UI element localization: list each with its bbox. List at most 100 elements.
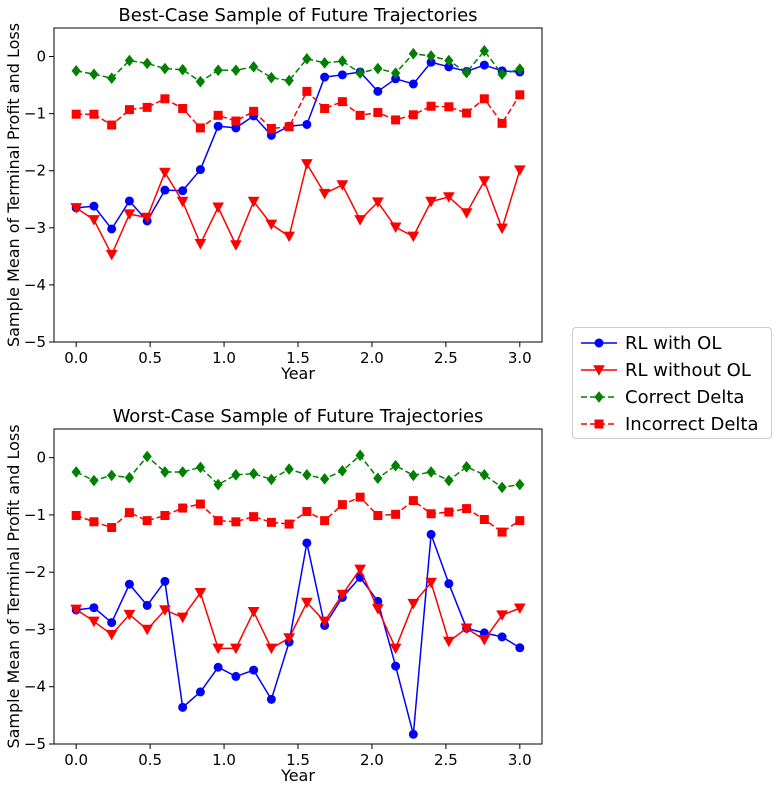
data-point-correct-delta [515,478,525,491]
legend-swatch-correct-delta [581,391,617,403]
data-point-correct-delta [195,461,206,474]
legend-swatch-rl-with-ol [581,338,617,348]
data-point-rl-with-ol [231,671,241,681]
y-axis-label: Sample Mean of Terminal Profit and Loss [4,23,23,347]
y-axis-label: Sample Mean of Terminal Profit and Loss [4,424,23,748]
data-point-correct-delta [89,68,99,81]
data-point-correct-delta [302,469,312,481]
x-tick-label: 2.0 [360,349,384,367]
data-point-incorrect-delta [391,115,401,125]
x-tick-label: 1.0 [212,349,236,367]
data-point-rl-without-ol [336,589,349,601]
data-point-correct-delta [284,463,294,475]
data-point-rl-with-ol [337,70,347,80]
series-incorrect-delta [71,492,525,537]
data-point-incorrect-delta [266,517,276,527]
data-point-rl-without-ol [318,616,331,628]
data-point-rl-with-ol [213,121,223,131]
data-point-rl-without-ol [460,208,473,219]
data-point-incorrect-delta [408,496,418,506]
data-point-correct-delta [142,57,152,70]
data-point-rl-with-ol [320,72,330,82]
series-rl-with-ol [71,57,525,234]
plot-frame [53,27,543,343]
data-point-rl-without-ol [141,624,154,636]
data-point-correct-delta [461,66,472,79]
data-point-correct-delta [89,474,99,487]
data-point-correct-delta [337,465,348,477]
data-point-correct-delta [213,64,223,77]
series-rl-without-ol [70,159,526,261]
y-tick-label: −1 [24,105,46,123]
data-point-incorrect-delta [426,509,436,519]
data-point-correct-delta [444,474,454,487]
data-point-rl-with-ol [266,694,276,704]
data-point-correct-delta [178,63,188,76]
data-point-incorrect-delta [462,504,472,514]
data-point-rl-without-ol [265,643,278,655]
data-point-rl-without-ol [460,623,473,635]
data-point-correct-delta [248,467,259,480]
data-point-correct-delta [373,62,383,75]
data-point-correct-delta [479,45,489,57]
data-point-rl-without-ol [70,203,83,214]
data-point-rl-with-ol [124,196,134,206]
data-point-rl-with-ol [195,165,205,175]
y-tick-label: −4 [24,276,46,294]
legend-entry-correct-delta: Correct Delta [581,384,744,410]
data-point-incorrect-delta [444,507,454,517]
data-point-incorrect-delta [249,106,259,116]
y-tick-label: −5 [24,735,46,753]
x-tick-label: 1.0 [212,751,236,769]
data-point-incorrect-delta [302,86,312,96]
data-point-correct-delta [497,481,507,494]
data-point-rl-without-ol [513,603,526,615]
data-point-rl-without-ol [354,564,366,576]
y-tick-label: −3 [24,620,46,638]
data-point-correct-delta [444,54,454,67]
data-point-rl-with-ol [178,702,188,712]
x-tick-label: 0.5 [138,349,162,367]
x-axis-label: Year [280,364,315,383]
data-point-incorrect-delta [302,506,312,516]
data-point-correct-delta [319,473,330,485]
data-point-incorrect-delta [284,122,294,132]
data-point-rl-with-ol [249,665,259,675]
data-point-rl-without-ol [230,643,242,655]
data-point-rl-without-ol [372,197,384,208]
x-tick-label: 0.0 [64,751,88,769]
legend-marker [594,391,604,403]
data-point-incorrect-delta [337,97,347,107]
data-point-incorrect-delta [479,514,489,524]
x-axis-label: Year [280,766,315,785]
series-line-rl-with-ol [76,61,520,231]
data-point-rl-without-ol [372,604,384,615]
chart-title: Best-Case Sample of Future Trajectories [118,5,477,26]
series-correct-delta [71,45,525,88]
legend-label: Incorrect Delta [625,413,759,435]
data-point-incorrect-delta [231,517,241,527]
data-point-rl-without-ol [407,598,420,610]
data-point-incorrect-delta [213,516,223,526]
data-point-rl-with-ol [124,579,134,589]
data-point-incorrect-delta [373,107,383,117]
data-point-correct-delta [355,449,365,462]
legend-label: RL with OL [625,332,722,354]
data-point-incorrect-delta [444,102,454,112]
data-point-rl-without-ol [194,588,207,599]
data-point-correct-delta [124,54,135,67]
x-tick-label: 0.0 [64,349,88,367]
data-point-correct-delta [231,64,241,77]
x-tick-label: 1.5 [286,751,310,769]
data-point-correct-delta [107,469,117,482]
series-rl-with-ol [71,529,525,739]
data-point-rl-without-ol [123,609,136,621]
y-tick-label: −1 [24,506,46,524]
legend-marker [594,419,604,429]
legend-swatch-rl-without-ol [581,365,617,376]
data-point-rl-with-ol [444,579,454,589]
legend-swatch-incorrect-delta [581,419,617,429]
data-point-rl-without-ol [141,212,154,224]
data-point-correct-delta [195,75,206,88]
data-point-correct-delta [408,47,418,60]
